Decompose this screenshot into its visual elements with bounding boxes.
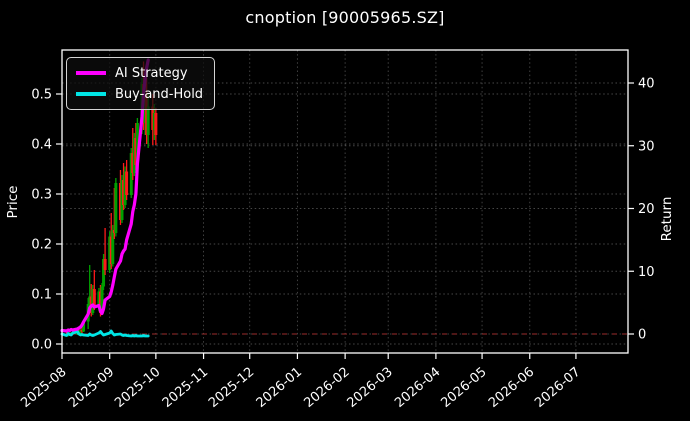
svg-text:2025-12: 2025-12 [206, 365, 257, 411]
svg-text:2025-09: 2025-09 [66, 365, 117, 411]
svg-text:0: 0 [638, 328, 646, 343]
svg-text:2025-10: 2025-10 [112, 365, 163, 411]
legend-item-buy-and-hold: Buy-and-Hold [76, 85, 203, 103]
buy-and-hold-line-swatch [76, 92, 106, 96]
svg-text:2025-11: 2025-11 [160, 365, 211, 411]
svg-text:0.2: 0.2 [31, 238, 52, 253]
svg-text:0.0: 0.0 [31, 338, 52, 353]
legend-item-ai-strategy: AI Strategy [76, 64, 203, 82]
ai-strategy-line-swatch [76, 71, 106, 75]
chart-title: cnoption [90005965.SZ] [245, 8, 445, 27]
legend-label-ai-strategy: AI Strategy [115, 65, 188, 81]
y-axis-label-return: Return [659, 196, 675, 242]
svg-text:0.5: 0.5 [31, 88, 52, 103]
svg-text:40: 40 [638, 77, 655, 92]
svg-text:2026-06: 2026-06 [486, 365, 537, 411]
svg-text:0.3: 0.3 [31, 188, 52, 203]
svg-text:30: 30 [638, 139, 655, 154]
legend: AI Strategy Buy-and-Hold [66, 57, 216, 110]
y-axis-label-price: Price [5, 185, 21, 219]
svg-text:2026-02: 2026-02 [301, 365, 352, 411]
svg-text:2026-07: 2026-07 [532, 365, 583, 411]
svg-text:2026-01: 2026-01 [254, 365, 305, 411]
svg-text:0.4: 0.4 [31, 138, 52, 153]
svg-text:2026-05: 2026-05 [438, 365, 489, 411]
svg-text:10: 10 [638, 265, 655, 280]
svg-text:2025-08: 2025-08 [18, 365, 69, 411]
legend-label-buy-and-hold: Buy-and-Hold [115, 86, 204, 102]
svg-text:20: 20 [638, 202, 655, 217]
svg-text:0.1: 0.1 [31, 288, 52, 303]
svg-text:2026-03: 2026-03 [345, 365, 396, 411]
svg-text:2026-04: 2026-04 [392, 365, 443, 411]
